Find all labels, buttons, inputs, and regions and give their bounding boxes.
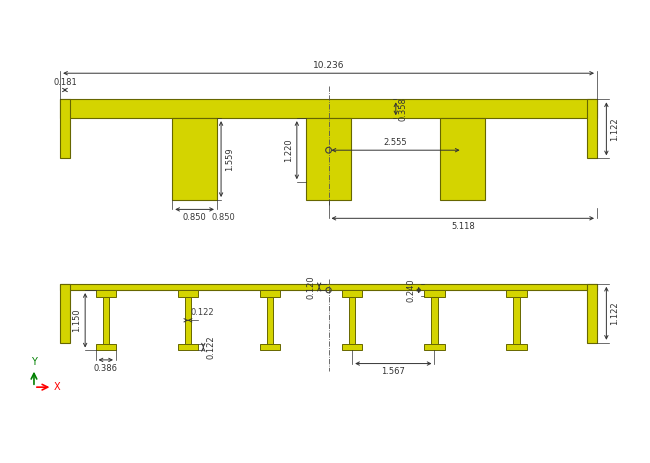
Text: 1.122: 1.122	[610, 117, 619, 141]
Bar	[424, 344, 445, 350]
Text: 0.122: 0.122	[207, 335, 215, 359]
Text: 1.122: 1.122	[610, 301, 619, 325]
Text: 0.181: 0.181	[53, 78, 77, 87]
Bar	[96, 344, 116, 350]
Bar	[349, 296, 356, 344]
Bar	[172, 118, 217, 200]
Bar	[178, 290, 198, 296]
Bar	[342, 290, 363, 296]
Bar	[185, 296, 191, 344]
Text: X: X	[54, 382, 60, 392]
Bar	[424, 290, 445, 296]
Bar	[178, 344, 198, 350]
Bar	[60, 284, 597, 290]
Text: 0.120: 0.120	[306, 275, 315, 299]
Bar	[342, 344, 363, 350]
Text: 1.150: 1.150	[73, 308, 81, 332]
Bar	[60, 100, 70, 158]
Text: 5.118: 5.118	[451, 222, 474, 231]
Text: 0.358: 0.358	[399, 97, 408, 121]
Bar	[506, 344, 526, 350]
Bar	[260, 344, 280, 350]
Text: 2.555: 2.555	[384, 138, 408, 146]
Bar	[514, 296, 520, 344]
Bar	[267, 296, 273, 344]
Text: 0.122: 0.122	[191, 308, 214, 317]
Bar	[588, 100, 597, 158]
Text: 0.386: 0.386	[94, 363, 118, 373]
Text: 0.850: 0.850	[183, 213, 207, 222]
Bar	[96, 290, 116, 296]
Text: 10.236: 10.236	[313, 61, 344, 70]
Text: 1.559: 1.559	[225, 147, 234, 171]
Bar	[506, 290, 526, 296]
Text: Y: Y	[31, 357, 37, 367]
Bar	[260, 290, 280, 296]
Bar	[588, 284, 597, 343]
Text: 0.240: 0.240	[406, 278, 415, 302]
Bar	[431, 296, 437, 344]
Text: 1.220: 1.220	[284, 138, 293, 162]
Bar	[440, 118, 485, 200]
Text: 0.850: 0.850	[211, 213, 235, 222]
Text: 1.567: 1.567	[382, 367, 406, 376]
Bar	[60, 284, 70, 343]
Bar	[60, 100, 597, 118]
Bar	[103, 296, 109, 344]
Bar	[306, 118, 351, 200]
